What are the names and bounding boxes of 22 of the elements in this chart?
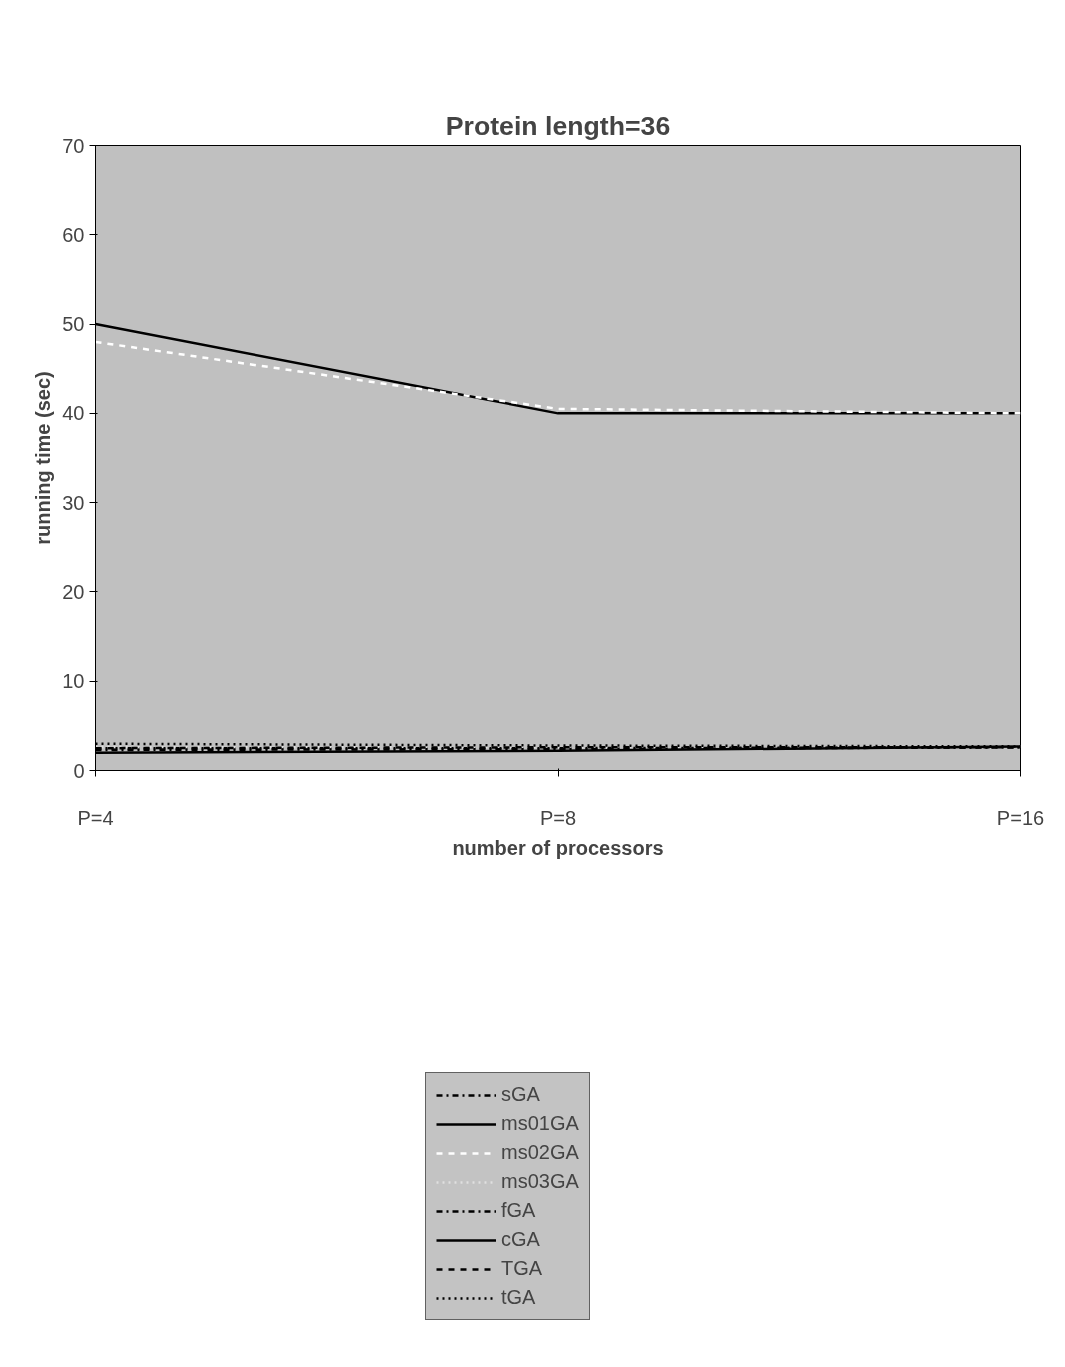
legend-label: fGA <box>501 1199 536 1222</box>
legend-label: ms01GA <box>501 1112 579 1135</box>
y-axis-title: running time (sec) <box>32 371 55 545</box>
y-tick-label: 30 <box>62 491 85 514</box>
y-tick-label: 0 <box>73 759 85 782</box>
y-tick-label: 50 <box>62 313 85 336</box>
chart-title: Protein length=36 <box>445 110 671 141</box>
legend-label: ms03GA <box>501 1170 579 1193</box>
x-axis-title: number of processors <box>452 836 664 859</box>
y-tick-label: 60 <box>62 223 85 246</box>
x-tick-label: P=4 <box>77 806 114 829</box>
y-tick-label: 40 <box>62 402 85 425</box>
legend-label: TGA <box>501 1257 543 1280</box>
x-tick-label: P=8 <box>539 806 577 829</box>
y-tick-label: 10 <box>62 670 85 693</box>
legend-label: ms02GA <box>501 1141 579 1164</box>
y-tick-label: 20 <box>62 580 85 603</box>
legend-label: sGA <box>501 1083 540 1106</box>
x-tick-label: P=16 <box>996 806 1045 829</box>
y-tick-label: 70 <box>62 134 85 157</box>
legend-label: cGA <box>501 1228 540 1251</box>
legend-label: tGA <box>501 1286 536 1309</box>
